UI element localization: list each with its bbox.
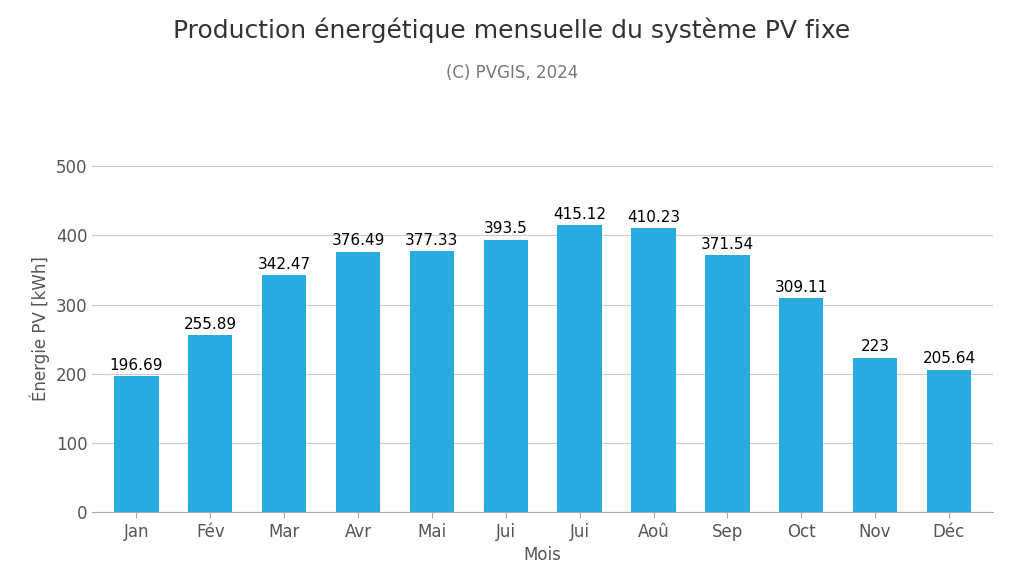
Text: 255.89: 255.89 — [183, 317, 237, 332]
Bar — [483, 240, 528, 512]
Bar — [336, 251, 380, 512]
Text: 223: 223 — [860, 339, 890, 354]
Text: 415.12: 415.12 — [553, 207, 606, 222]
Text: 342.47: 342.47 — [258, 257, 310, 272]
Text: 309.11: 309.11 — [774, 280, 827, 295]
X-axis label: Mois: Mois — [524, 546, 561, 564]
Text: 377.33: 377.33 — [406, 233, 459, 248]
Bar — [779, 299, 823, 512]
Text: 393.5: 393.5 — [484, 222, 527, 236]
Bar — [706, 255, 750, 512]
Bar — [115, 376, 159, 512]
Text: 410.23: 410.23 — [627, 210, 680, 225]
Bar — [410, 251, 454, 512]
Text: Production énergétique mensuelle du système PV fixe: Production énergétique mensuelle du syst… — [173, 17, 851, 43]
Text: 376.49: 376.49 — [332, 233, 385, 249]
Text: 205.64: 205.64 — [923, 352, 976, 367]
Bar — [188, 335, 232, 512]
Bar — [557, 225, 602, 512]
Bar — [927, 370, 971, 512]
Bar — [853, 358, 897, 512]
Text: 371.54: 371.54 — [700, 237, 754, 251]
Bar — [632, 228, 676, 512]
Bar — [262, 275, 306, 512]
Text: (C) PVGIS, 2024: (C) PVGIS, 2024 — [445, 64, 579, 82]
Y-axis label: Énergie PV [kWh]: Énergie PV [kWh] — [30, 257, 50, 401]
Text: 196.69: 196.69 — [110, 357, 163, 372]
